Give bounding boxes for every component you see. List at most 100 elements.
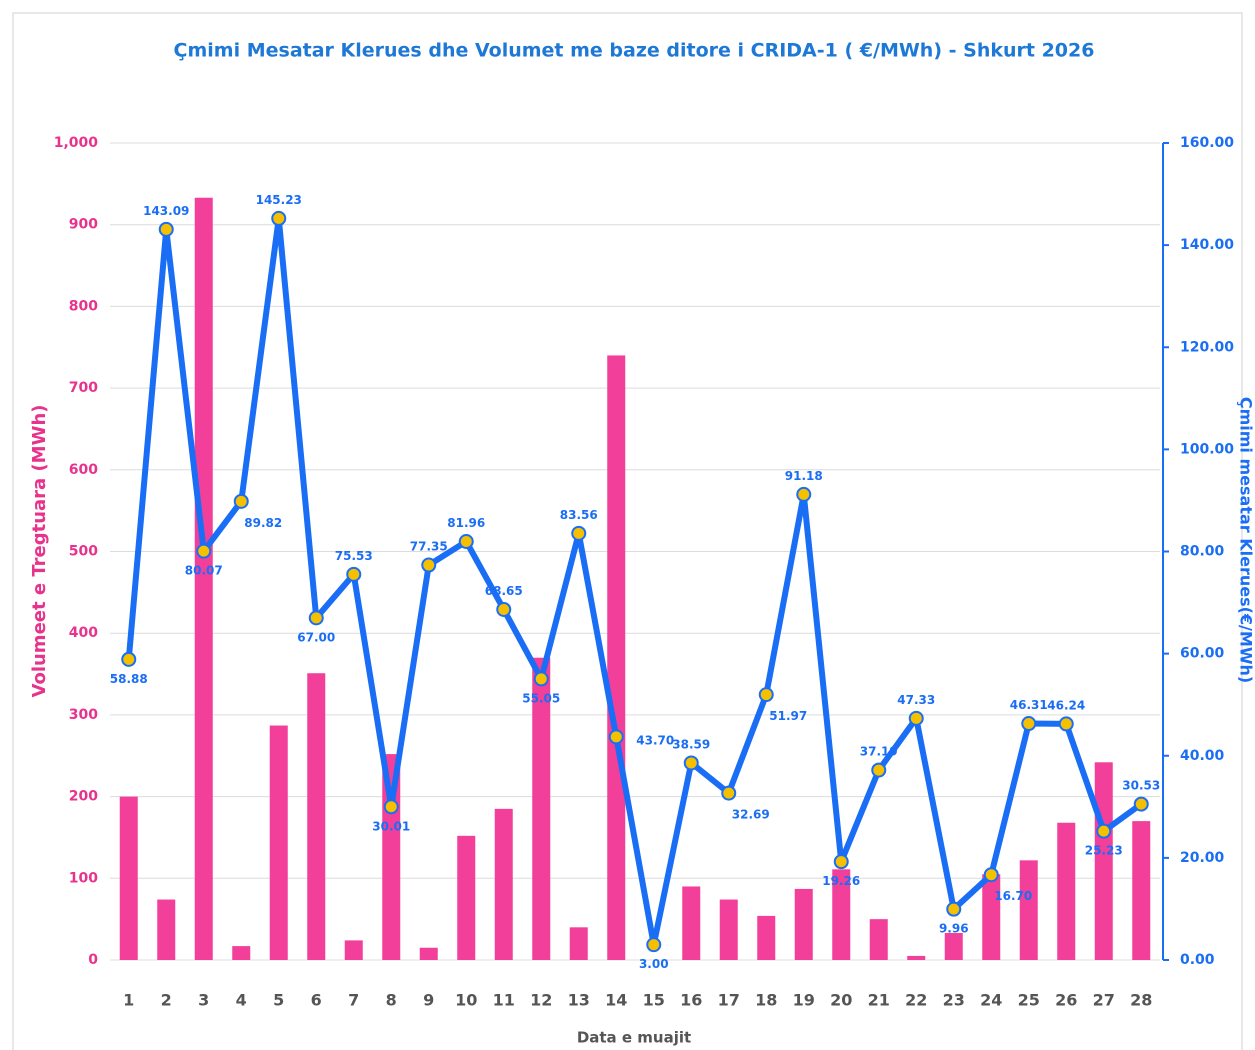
- x-tick-label: 25: [1018, 991, 1040, 1010]
- line-marker: [833, 854, 849, 870]
- line-marker: [646, 937, 662, 953]
- x-tick-label: 26: [1055, 991, 1077, 1010]
- x-tick-label: 15: [643, 991, 665, 1010]
- line-marker: [121, 651, 137, 667]
- y-tick-label: 1,000: [54, 135, 99, 151]
- x-tick-label: 21: [868, 991, 890, 1010]
- value-label: 80.07: [185, 564, 223, 578]
- line-marker: [796, 486, 812, 502]
- bar: [982, 874, 1001, 960]
- value-label: 143.09: [143, 204, 189, 218]
- line-marker: [233, 493, 249, 509]
- y-axis-title: Volumeet e Tregtuara (MWh): [29, 405, 50, 698]
- line-marker: [383, 799, 399, 815]
- value-label: 75.53: [335, 549, 373, 563]
- bar: [494, 808, 513, 960]
- value-label: 58.88: [110, 672, 148, 686]
- bar: [832, 869, 851, 960]
- x-tick-label: 1: [123, 991, 134, 1010]
- y-tick-label: 0: [88, 952, 98, 968]
- bar: [1019, 860, 1038, 960]
- x-tick-label: 23: [943, 991, 965, 1010]
- bar: [457, 835, 476, 960]
- bar: [944, 933, 963, 960]
- bar: [719, 899, 738, 960]
- value-label: 91.18: [785, 469, 823, 483]
- x-tick-label: 5: [273, 991, 284, 1010]
- line-marker: [683, 755, 699, 771]
- x-tick-label: 3: [198, 991, 209, 1010]
- line-marker: [908, 710, 924, 726]
- bar: [907, 955, 926, 960]
- bar: [307, 673, 326, 960]
- bar: [419, 947, 438, 960]
- line-marker: [1096, 823, 1112, 839]
- value-label: 3.00: [639, 957, 669, 971]
- value-label: 38.59: [672, 737, 710, 751]
- x-tick-label: 14: [605, 991, 627, 1010]
- line-marker: [871, 762, 887, 778]
- x-tick-label: 4: [236, 991, 247, 1010]
- line-marker: [458, 533, 474, 549]
- value-label: 68.65: [485, 584, 523, 598]
- value-label: 47.33: [897, 693, 935, 707]
- x-axis-title: Data e muajit: [577, 1029, 691, 1047]
- line-marker: [983, 867, 999, 883]
- value-label: 89.82: [244, 516, 282, 530]
- x-tick-label: 22: [905, 991, 927, 1010]
- y-tick-label: 800: [69, 298, 98, 314]
- value-label: 30.01: [372, 819, 410, 833]
- bar: [869, 919, 888, 960]
- value-label: 46.31: [1010, 698, 1048, 712]
- line-marker: [608, 729, 624, 745]
- value-label: 46.24: [1047, 698, 1085, 712]
- x-tick-label: 11: [493, 991, 515, 1010]
- y2-tick-label: 120.00: [1180, 339, 1234, 355]
- bar: [682, 886, 701, 960]
- x-tick-label: 2: [161, 991, 172, 1010]
- value-label: 25.23: [1085, 844, 1123, 858]
- bar: [232, 946, 251, 960]
- line-marker: [1133, 796, 1149, 812]
- line-marker: [571, 525, 587, 541]
- bar: [1132, 821, 1151, 960]
- line-marker: [496, 601, 512, 617]
- value-label: 55.05: [522, 691, 560, 705]
- x-tick-label: 20: [830, 991, 852, 1010]
- value-label: 77.35: [410, 540, 448, 554]
- x-tick-label: 12: [530, 991, 552, 1010]
- chart-title: Çmimi Mesatar Klerues dhe Volumet me baz…: [174, 40, 1095, 62]
- y-tick-label: 900: [69, 217, 98, 233]
- value-label: 16.70: [994, 889, 1032, 903]
- value-label: 83.56: [560, 508, 598, 522]
- value-label: 145.23: [256, 193, 302, 207]
- bar: [194, 197, 213, 960]
- y-tick-label: 200: [69, 789, 98, 805]
- x-tick-label: 17: [718, 991, 740, 1010]
- bar: [157, 899, 176, 960]
- bar: [794, 888, 813, 960]
- x-tick-label: 6: [311, 991, 322, 1010]
- value-label: 67.00: [297, 630, 335, 644]
- x-tick-label: 8: [386, 991, 397, 1010]
- y-tick-label: 500: [69, 544, 98, 560]
- line-marker: [271, 210, 287, 226]
- value-label: 43.70: [636, 733, 674, 747]
- line-marker: [533, 671, 549, 687]
- y-tick-label: 100: [69, 870, 98, 886]
- line-marker: [346, 566, 362, 582]
- x-tick-label: 16: [680, 991, 702, 1010]
- value-label: 51.97: [769, 709, 807, 723]
- y-tick-label: 600: [69, 462, 98, 478]
- y2-tick-label: 140.00: [1180, 237, 1234, 253]
- x-tick-label: 10: [455, 991, 477, 1010]
- bar: [1094, 762, 1113, 960]
- line-marker: [308, 610, 324, 626]
- value-label: 32.69: [732, 808, 770, 822]
- x-tick-label: 18: [755, 991, 777, 1010]
- x-tick-label: 7: [348, 991, 359, 1010]
- y2-tick-label: 160.00: [1180, 135, 1234, 151]
- bar: [344, 940, 363, 960]
- bar: [757, 915, 776, 960]
